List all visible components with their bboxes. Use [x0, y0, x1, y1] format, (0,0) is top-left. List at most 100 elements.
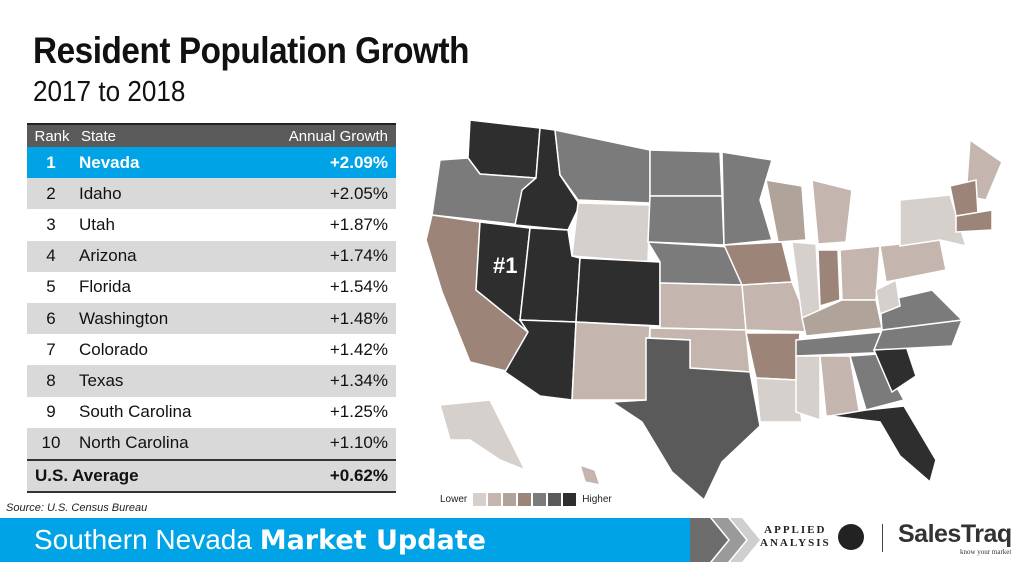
legend-low-label: Lower — [440, 494, 468, 505]
state-tx — [609, 337, 761, 502]
state-ks — [659, 282, 747, 331]
table-row: 9 South Carolina +1.25% — [27, 397, 396, 428]
cell-rank: 6 — [46, 308, 56, 328]
state-wa — [467, 119, 541, 179]
state-ms — [795, 355, 821, 422]
salestraq-tagline: know your market — [960, 548, 1012, 556]
cell-state: Idaho — [79, 183, 122, 203]
cell-rank: 8 — [46, 370, 56, 390]
cell-state: Texas — [79, 370, 124, 390]
applied-analysis-logo: APPLIED ANALYSIS — [760, 524, 831, 550]
legend-swatch — [563, 493, 577, 506]
state-ga — [849, 353, 906, 411]
cell-state: Nevada — [79, 152, 140, 172]
logo-divider — [882, 524, 883, 552]
table-row: 10 North Carolina +1.10% — [27, 427, 396, 459]
legend-swatch — [503, 493, 517, 506]
cell-state: Florida — [79, 277, 131, 297]
footer-title: Southern Nevada Market Update — [34, 524, 486, 556]
cell-growth: +1.87% — [329, 214, 388, 234]
state-pa — [879, 239, 947, 283]
cell-rank: 2 — [46, 183, 56, 203]
column-state: State — [81, 127, 117, 145]
state-wv — [875, 278, 901, 316]
state-in — [817, 249, 841, 307]
cell-growth: +2.05% — [329, 183, 388, 203]
state-mn — [721, 151, 773, 246]
state-hi — [578, 463, 602, 486]
us-average-row: U.S. Average +0.62% — [27, 458, 396, 493]
legend-swatch — [488, 493, 502, 506]
state-vtnh — [949, 179, 979, 217]
table-row: 3 Utah +1.87% — [27, 209, 396, 240]
salestraq-logo: SalesTraq — [898, 520, 1012, 548]
page-subtitle: 2017 to 2018 — [33, 76, 186, 108]
average-growth: +0.62% — [329, 465, 388, 485]
map-legend: Lower Higher — [440, 493, 612, 506]
table-row: 7 Colorado +1.42% — [27, 334, 396, 365]
column-growth: Annual Growth — [288, 127, 388, 145]
footer-banner — [0, 518, 700, 562]
state-mt — [554, 129, 651, 204]
footer-title-regular: Southern Nevada — [34, 524, 260, 555]
state-oh — [839, 245, 881, 301]
table-row: 1 Nevada +2.09% — [27, 147, 396, 179]
state-ak — [439, 399, 527, 472]
state-ut — [519, 227, 581, 323]
logo-line-2: ANALYSIS — [760, 537, 831, 549]
average-label: U.S. Average — [35, 465, 139, 485]
state-mi — [811, 179, 853, 245]
cell-state: Colorado — [79, 339, 148, 359]
column-rank: Rank — [34, 127, 70, 145]
chevron-decoration-icon — [690, 518, 760, 562]
table-row: 5 Florida +1.54% — [27, 272, 396, 303]
state-ky — [801, 299, 883, 337]
growth-table: Rank State Annual Growth 1 Nevada +2.09% 2 I… — [27, 123, 396, 493]
cell-rank: 10 — [41, 433, 61, 453]
legend-swatch — [548, 493, 562, 506]
table-row: 2 Idaho +2.05% — [27, 178, 396, 210]
state-nm — [571, 321, 651, 401]
cell-growth: +1.10% — [329, 433, 388, 453]
state-wi — [765, 179, 807, 243]
cell-rank: 5 — [46, 277, 56, 297]
cell-rank: 7 — [46, 339, 56, 359]
cell-growth: +1.34% — [329, 370, 388, 390]
state-co — [575, 257, 661, 327]
state-va — [879, 289, 964, 331]
cell-growth: +1.48% — [329, 308, 388, 328]
legend-swatch — [473, 493, 487, 506]
cell-growth: +1.42% — [329, 339, 388, 359]
cell-state: South Carolina — [79, 402, 192, 422]
cell-growth: +1.25% — [329, 402, 388, 422]
state-la — [755, 377, 803, 423]
applied-analysis-mark-icon — [838, 524, 864, 550]
state-nd — [649, 149, 723, 197]
cell-growth: +2.09% — [329, 152, 388, 172]
legend-swatch — [533, 493, 547, 506]
cell-rank: 1 — [46, 152, 56, 172]
table-row: 6 Washington +1.48% — [27, 302, 396, 335]
cell-rank: 3 — [46, 214, 56, 234]
footer-title-bold: Market Update — [259, 525, 486, 556]
page-title: Resident Population Growth — [33, 30, 470, 71]
cell-rank: 9 — [46, 402, 56, 422]
legend-swatch — [518, 493, 532, 506]
state-ny — [899, 194, 968, 248]
table-row: 4 Arizona +1.74% — [27, 240, 396, 272]
state-ar — [745, 332, 801, 381]
cell-state: Washington — [79, 308, 169, 328]
state-sd — [647, 195, 725, 246]
cell-rank: 4 — [46, 246, 56, 266]
state-ma — [955, 209, 993, 233]
legend-high-label: Higher — [582, 494, 612, 505]
state-fl — [829, 405, 937, 484]
logo-line-1: APPLIED — [764, 524, 827, 536]
cell-growth: +1.74% — [329, 246, 388, 266]
cell-state: Arizona — [79, 246, 137, 266]
state-wy — [571, 202, 651, 263]
rank-one-label: #1 — [493, 253, 518, 278]
table-row: 8 Texas +1.34% — [27, 365, 396, 397]
cell-state: North Carolina — [79, 433, 189, 453]
